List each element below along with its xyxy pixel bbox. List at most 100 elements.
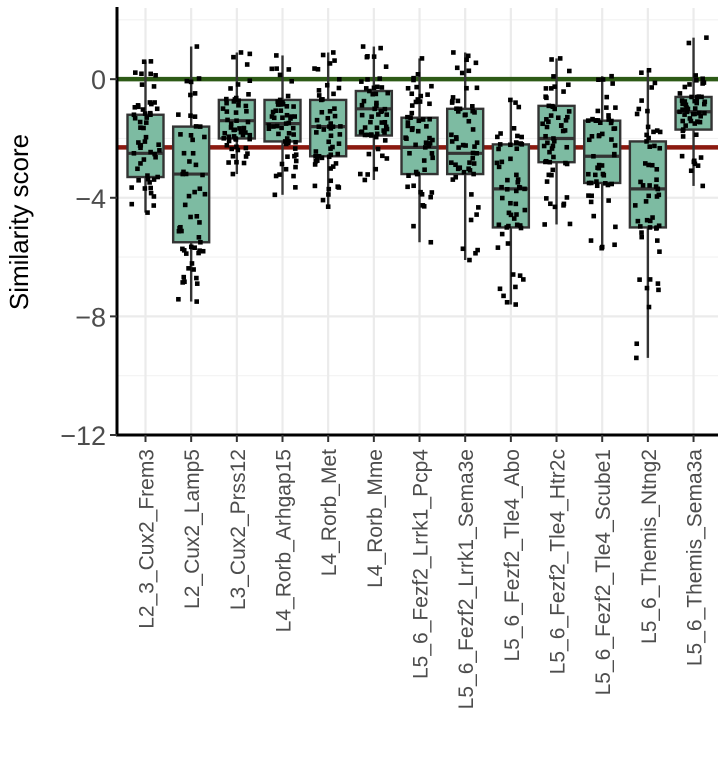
data-point bbox=[232, 127, 238, 133]
points-L4_Rorb_Arhgap15 bbox=[266, 53, 299, 198]
data-point bbox=[279, 125, 284, 131]
data-point bbox=[182, 202, 188, 208]
points-L2_Cux2_Lamp5 bbox=[176, 44, 208, 304]
data-point bbox=[188, 132, 194, 138]
iqr-box bbox=[263, 98, 302, 143]
data-point bbox=[558, 123, 564, 128]
data-point bbox=[679, 153, 685, 159]
points-L2_3_Cux2_Frem3 bbox=[129, 59, 162, 215]
data-point bbox=[407, 150, 412, 156]
data-point bbox=[383, 64, 389, 69]
data-point bbox=[382, 106, 388, 112]
data-point bbox=[332, 106, 337, 111]
data-point bbox=[467, 160, 472, 165]
x-tick-label: L5_6_Themis_Sema3a bbox=[684, 449, 707, 666]
data-point bbox=[519, 134, 524, 140]
data-point bbox=[654, 238, 660, 243]
data-point bbox=[224, 100, 229, 106]
data-point bbox=[657, 129, 663, 135]
data-point bbox=[449, 132, 454, 138]
data-point bbox=[411, 75, 416, 81]
data-point bbox=[560, 128, 566, 134]
x-tick-label: L3_Cux2_Prss12 bbox=[227, 449, 250, 610]
data-point bbox=[688, 118, 694, 124]
data-point bbox=[194, 275, 199, 281]
data-point bbox=[328, 166, 333, 171]
data-point bbox=[692, 106, 698, 111]
data-point bbox=[544, 124, 550, 130]
data-point bbox=[221, 136, 227, 141]
data-point bbox=[702, 99, 708, 105]
data-point bbox=[688, 168, 694, 174]
data-point bbox=[605, 182, 611, 188]
data-point bbox=[283, 121, 289, 126]
data-point bbox=[188, 113, 193, 118]
data-point bbox=[293, 139, 298, 145]
data-point bbox=[228, 86, 233, 91]
data-point bbox=[194, 299, 199, 304]
data-point bbox=[238, 50, 244, 55]
data-point bbox=[235, 82, 241, 87]
data-point bbox=[319, 155, 325, 161]
data-point bbox=[234, 118, 239, 123]
data-point bbox=[143, 134, 149, 140]
data-point bbox=[677, 91, 683, 96]
data-point bbox=[377, 76, 383, 81]
data-point bbox=[472, 144, 477, 149]
x-tick-label: L5_6_Themis_Ntng2 bbox=[638, 449, 661, 644]
data-point bbox=[514, 212, 519, 217]
data-point bbox=[359, 102, 365, 108]
data-point bbox=[550, 167, 556, 173]
data-point bbox=[381, 128, 386, 133]
x-tick-label: L4_Rorb_Met bbox=[318, 449, 341, 576]
data-point bbox=[233, 110, 239, 115]
data-point bbox=[609, 137, 614, 142]
data-point bbox=[702, 110, 707, 116]
data-point bbox=[692, 121, 698, 126]
data-point bbox=[247, 78, 253, 84]
data-point bbox=[692, 111, 697, 117]
data-point bbox=[634, 355, 639, 361]
data-point bbox=[414, 84, 419, 90]
data-point bbox=[188, 92, 193, 98]
data-point bbox=[518, 225, 524, 231]
data-point bbox=[645, 108, 650, 114]
data-point bbox=[186, 193, 192, 199]
y-axis-title: Similarity score bbox=[4, 134, 34, 310]
data-point bbox=[245, 119, 251, 125]
data-point bbox=[475, 247, 480, 253]
data-point bbox=[430, 137, 435, 143]
data-point bbox=[637, 277, 642, 282]
y-tick-label: 0 bbox=[91, 65, 106, 95]
data-point bbox=[136, 140, 141, 145]
data-point bbox=[184, 78, 190, 84]
data-point bbox=[472, 110, 477, 115]
data-point bbox=[428, 239, 434, 245]
data-point bbox=[277, 97, 283, 103]
data-point bbox=[275, 102, 281, 107]
data-point bbox=[274, 66, 279, 71]
data-point bbox=[222, 130, 228, 136]
x-tick-label: L5_6_Fezf2_Tle4_Htr2c bbox=[547, 449, 570, 674]
data-point bbox=[698, 113, 703, 119]
data-point bbox=[408, 115, 413, 121]
data-point bbox=[145, 173, 150, 178]
data-point bbox=[551, 136, 556, 141]
data-point bbox=[382, 119, 388, 125]
data-point bbox=[550, 104, 556, 110]
data-point bbox=[430, 155, 435, 161]
data-point bbox=[411, 183, 416, 189]
data-point bbox=[313, 149, 319, 154]
data-point bbox=[247, 51, 253, 57]
data-point bbox=[413, 142, 418, 148]
data-point bbox=[588, 238, 594, 243]
points-L5_6_Themis_Ntng2 bbox=[632, 67, 663, 361]
data-point bbox=[282, 139, 288, 144]
data-point bbox=[564, 195, 570, 200]
data-point bbox=[686, 40, 692, 46]
data-point bbox=[591, 153, 596, 159]
data-point bbox=[291, 104, 296, 109]
data-point bbox=[424, 124, 429, 129]
data-point bbox=[646, 162, 651, 168]
data-point bbox=[328, 121, 334, 126]
